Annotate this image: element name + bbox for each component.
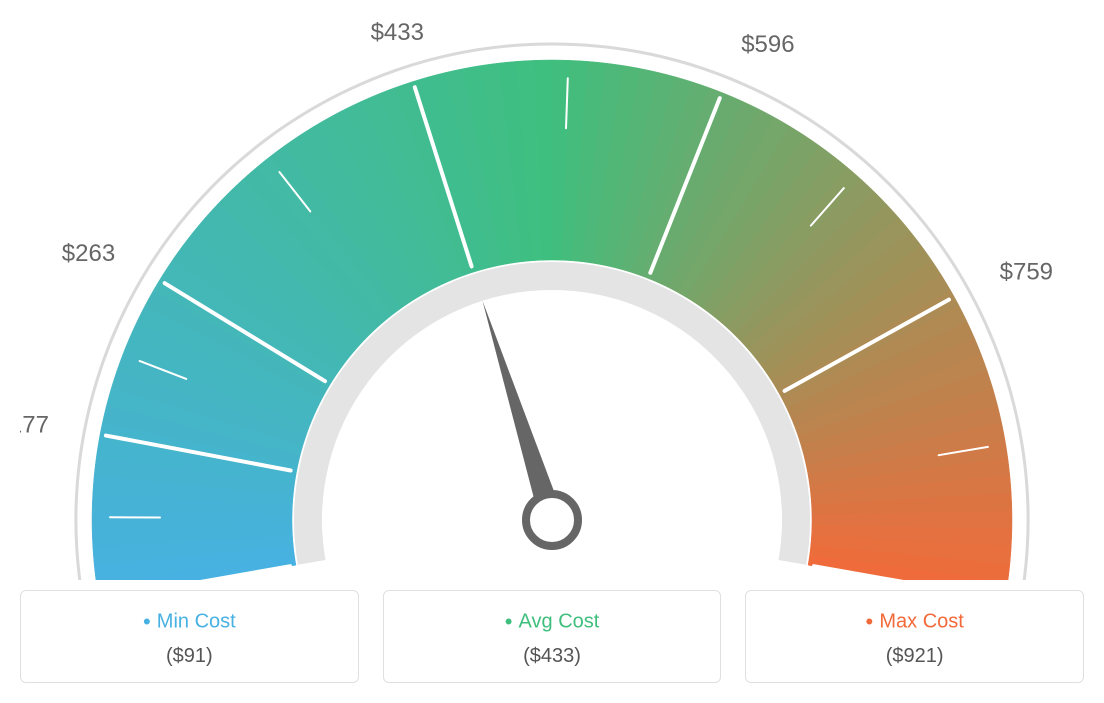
tick-label: $263 (62, 240, 115, 267)
gauge-chart: $91$177$263$433$596$759$921 (20, 20, 1084, 580)
cost-gauge-container: $91$177$263$433$596$759$921 Min Cost ($9… (20, 20, 1084, 683)
tick-label: $596 (741, 31, 794, 58)
legend-title-max: Max Cost (756, 609, 1073, 635)
gauge-svg: $91$177$263$433$596$759$921 (20, 20, 1084, 580)
legend-card-avg: Avg Cost ($433) (383, 590, 722, 683)
legend-card-max: Max Cost ($921) (745, 590, 1084, 683)
tick-label: $433 (371, 20, 424, 46)
legend-title-avg: Avg Cost (394, 609, 711, 635)
legend-value-avg: ($433) (394, 645, 711, 668)
legend-row: Min Cost ($91) Avg Cost ($433) Max Cost … (20, 590, 1084, 683)
tick-label: $759 (1000, 258, 1053, 285)
legend-title-min: Min Cost (31, 609, 348, 635)
legend-value-max: ($921) (756, 645, 1073, 668)
legend-card-min: Min Cost ($91) (20, 590, 359, 683)
legend-value-min: ($91) (31, 645, 348, 668)
tick-label: $177 (20, 412, 49, 439)
needle-hub (526, 494, 578, 546)
